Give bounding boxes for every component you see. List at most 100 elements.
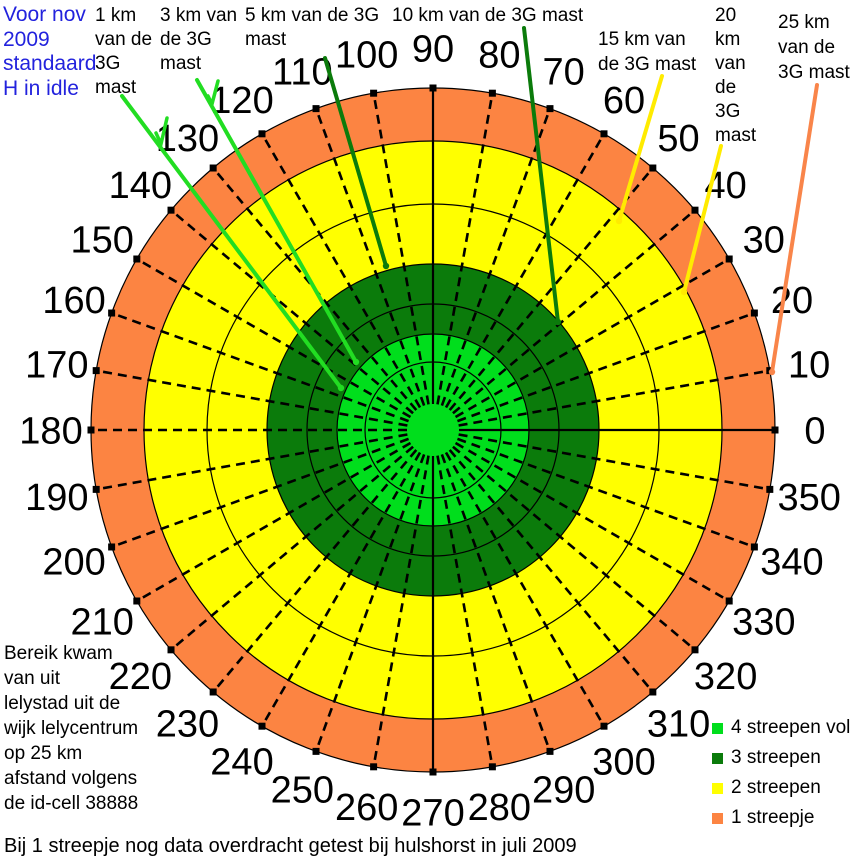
angle-tick-label: 220 <box>109 656 172 698</box>
rim-marker <box>133 255 141 263</box>
rim-marker <box>771 426 779 434</box>
angle-tick-label: 250 <box>271 770 334 812</box>
rim-marker <box>370 763 378 771</box>
note-line: van uit <box>4 668 60 689</box>
angle-tick-label: 100 <box>335 34 398 76</box>
legend-item: 2 streepen <box>712 773 850 803</box>
legend-label: 1 streepje <box>731 807 815 828</box>
rim-marker <box>649 164 657 172</box>
spoke <box>260 133 422 409</box>
leader-line-km1 <box>120 94 343 390</box>
spoke <box>95 433 408 491</box>
spoke <box>314 108 426 407</box>
spoke <box>136 441 412 603</box>
spoke <box>212 449 418 693</box>
spoke <box>170 209 414 415</box>
spoke <box>444 133 606 409</box>
spoke <box>448 449 654 693</box>
callout-label-10km: 10 km van de 3G mast <box>392 4 583 28</box>
angle-tick-label: 120 <box>210 80 273 122</box>
spoke <box>456 311 755 423</box>
leader-tick-mark <box>154 116 169 150</box>
leader-line-end-km15 <box>615 217 623 225</box>
rim-marker <box>87 426 95 434</box>
rim-marker <box>488 89 496 97</box>
angle-tick-label: 180 <box>19 411 82 453</box>
spoke <box>260 451 422 727</box>
spoke <box>170 445 414 651</box>
callout-line-text: 3G mast <box>778 62 850 83</box>
callout-label-1km: 1 km van de 3G mast <box>95 4 152 100</box>
angle-tick-label: 240 <box>210 742 273 784</box>
angle-tick-label: 10 <box>788 344 830 386</box>
spoke <box>436 92 494 405</box>
legend-item: 4 streepen vol <box>712 713 850 743</box>
title-line: H in idle <box>3 76 79 100</box>
spoke <box>440 108 552 407</box>
angle-tick-label: 190 <box>25 477 88 519</box>
angle-tick-label: 30 <box>743 220 785 262</box>
angle-tick-label: 340 <box>760 541 823 583</box>
angle-tick-label: 200 <box>42 541 105 583</box>
spoke <box>372 455 430 768</box>
spoke <box>454 257 730 419</box>
angle-tick-label: 310 <box>647 703 710 745</box>
callout-label-3km: 3 km van de 3G mast <box>160 4 237 76</box>
angle-tick-label: 20 <box>771 280 813 322</box>
legend-item: 1 streepje <box>712 803 850 833</box>
spoke <box>458 369 771 427</box>
spoke <box>440 453 552 752</box>
rim-marker <box>133 597 141 605</box>
callout-line-text: van <box>715 53 746 74</box>
callout-line-text: de 3G mast <box>598 54 697 75</box>
title-line: 2009 <box>3 27 50 51</box>
callout-line-text: 25 km <box>778 12 830 33</box>
note-line: op 25 km <box>4 743 83 764</box>
note-line: afstand volgens <box>4 768 138 789</box>
callout-line-text: 1 km <box>95 5 137 26</box>
angle-tick-label: 60 <box>603 80 645 122</box>
angle-tick-label: 280 <box>468 787 531 829</box>
rim-marker <box>167 646 175 654</box>
legend-swatch-3-streepen <box>712 752 723 764</box>
spoke <box>314 453 426 752</box>
rim-marker <box>108 309 116 317</box>
rim-marker <box>167 206 175 214</box>
leader-tick-mark <box>206 79 220 109</box>
angle-tick-label: 0 <box>804 411 825 453</box>
rim-marker <box>429 768 437 776</box>
leader-line-end-km5 <box>382 262 390 270</box>
callout-line-text: 15 km van <box>598 29 686 50</box>
angle-tick-label: 160 <box>42 280 105 322</box>
spoke <box>111 311 410 423</box>
angle-tick-label: 80 <box>478 34 520 76</box>
leader-line-end-km3 <box>352 358 360 366</box>
callout-line-text: mast <box>160 53 202 74</box>
callout-label-20km: 20 km van de 3G mast <box>715 4 756 148</box>
callout-line-text: 3 km van <box>160 5 238 26</box>
rim-marker <box>108 543 116 551</box>
rim-marker <box>546 105 554 113</box>
note-line: Bereik kwam <box>4 643 113 664</box>
leader-line-end-km20 <box>680 288 688 296</box>
callout-line-text: 10 km van de 3G mast <box>392 5 584 26</box>
callout-label-5km: 5 km van de 3G mast <box>245 4 379 52</box>
legend-label: 4 streepen vol <box>731 717 851 738</box>
callout-line-text: mast <box>245 29 287 50</box>
rim-marker <box>546 747 554 755</box>
callout-label-25km: 25 km van de 3G mast <box>778 10 850 85</box>
spoke <box>454 441 730 603</box>
note-bereik: Bereik kwam van uit lelystad uit de wijk… <box>4 641 138 816</box>
rim-marker <box>258 722 266 730</box>
spoke <box>456 437 755 549</box>
angle-tick-label: 290 <box>532 770 595 812</box>
callout-line-text: mast <box>95 77 137 98</box>
angle-tick-label: 140 <box>109 165 172 207</box>
legend-item: 3 streepen <box>712 743 850 773</box>
angle-tick-label: 330 <box>732 602 795 644</box>
note-line: de id-cell 38888 <box>4 793 139 814</box>
callout-line-text: van de <box>778 37 836 58</box>
rim-marker <box>691 646 699 654</box>
spoke <box>452 445 696 651</box>
